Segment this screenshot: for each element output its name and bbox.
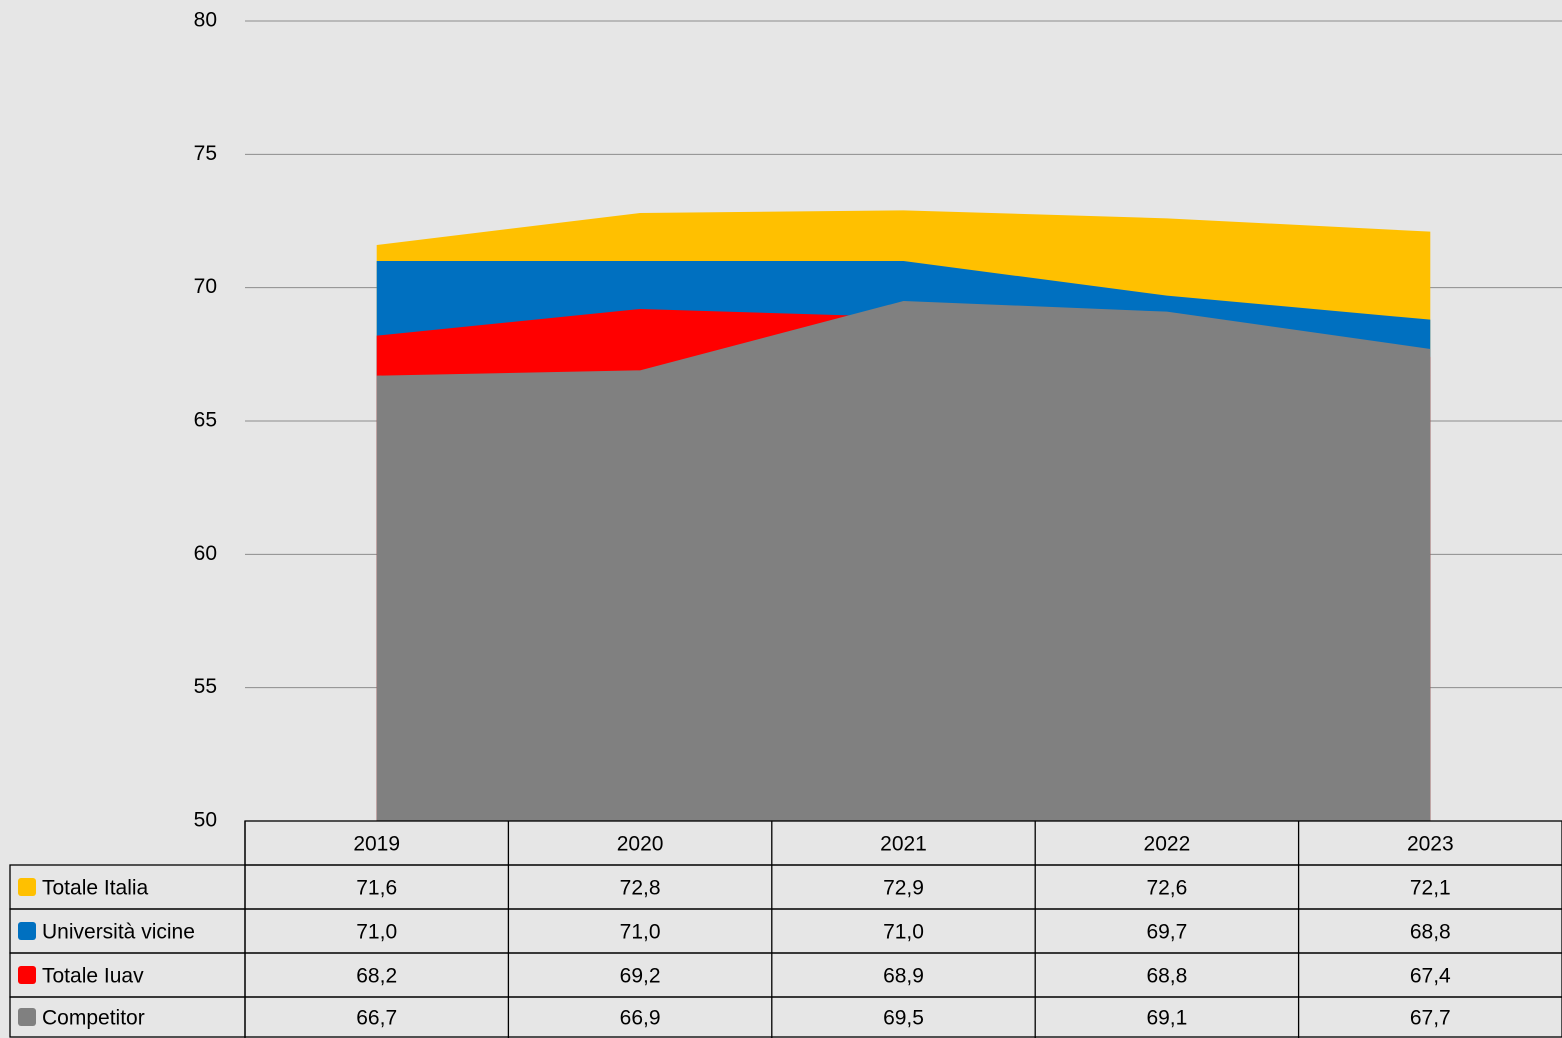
table-value: 69,1 bbox=[1146, 1007, 1187, 1030]
table-row bbox=[9, 864, 1562, 910]
table-value: 72,8 bbox=[620, 877, 661, 900]
table-row bbox=[9, 996, 1562, 1038]
y-tick-label: 55 bbox=[194, 675, 217, 698]
y-tick-label: 80 bbox=[194, 9, 217, 32]
table-value: 66,7 bbox=[356, 1007, 397, 1030]
table-value: 69,5 bbox=[883, 1007, 924, 1030]
y-tick-label: 50 bbox=[194, 809, 217, 832]
legend-swatch bbox=[18, 922, 36, 940]
x-tick-label: 2021 bbox=[880, 833, 927, 856]
table-value: 72,1 bbox=[1410, 877, 1451, 900]
legend-label: Totale Italia bbox=[42, 877, 149, 900]
x-tick-label: 2023 bbox=[1407, 833, 1454, 856]
legend-swatch bbox=[18, 878, 36, 896]
x-tick-label: 2020 bbox=[617, 833, 664, 856]
table-value: 68,8 bbox=[1410, 921, 1451, 944]
table-value: 72,9 bbox=[883, 877, 924, 900]
table-value: 68,9 bbox=[883, 965, 924, 988]
table-value: 69,7 bbox=[1146, 921, 1187, 944]
table-value: 67,4 bbox=[1410, 965, 1451, 988]
y-tick-label: 70 bbox=[194, 275, 217, 298]
y-tick-label: 75 bbox=[194, 142, 217, 165]
legend-swatch bbox=[18, 1008, 36, 1026]
legend-label: Università vicine bbox=[42, 921, 195, 944]
table-value: 71,6 bbox=[356, 877, 397, 900]
table-value: 67,7 bbox=[1410, 1007, 1451, 1030]
table-value: 69,2 bbox=[620, 965, 661, 988]
legend-label: Competitor bbox=[42, 1007, 145, 1030]
table-row bbox=[9, 952, 1562, 998]
table-value: 71,0 bbox=[620, 921, 661, 944]
table-value: 68,8 bbox=[1146, 965, 1187, 988]
table-value: 68,2 bbox=[356, 965, 397, 988]
table-value: 72,6 bbox=[1146, 877, 1187, 900]
table-value: 71,0 bbox=[356, 921, 397, 944]
area bbox=[376, 301, 1431, 821]
table-value: 71,0 bbox=[883, 921, 924, 944]
x-tick-label: 2019 bbox=[353, 833, 400, 856]
y-tick-label: 65 bbox=[194, 409, 217, 432]
y-tick-label: 60 bbox=[194, 542, 217, 565]
x-tick-label: 2022 bbox=[1144, 833, 1191, 856]
table-row bbox=[9, 908, 1562, 954]
legend-swatch bbox=[18, 966, 36, 984]
table-value: 66,9 bbox=[620, 1007, 661, 1030]
legend-label: Totale Iuav bbox=[42, 965, 144, 988]
